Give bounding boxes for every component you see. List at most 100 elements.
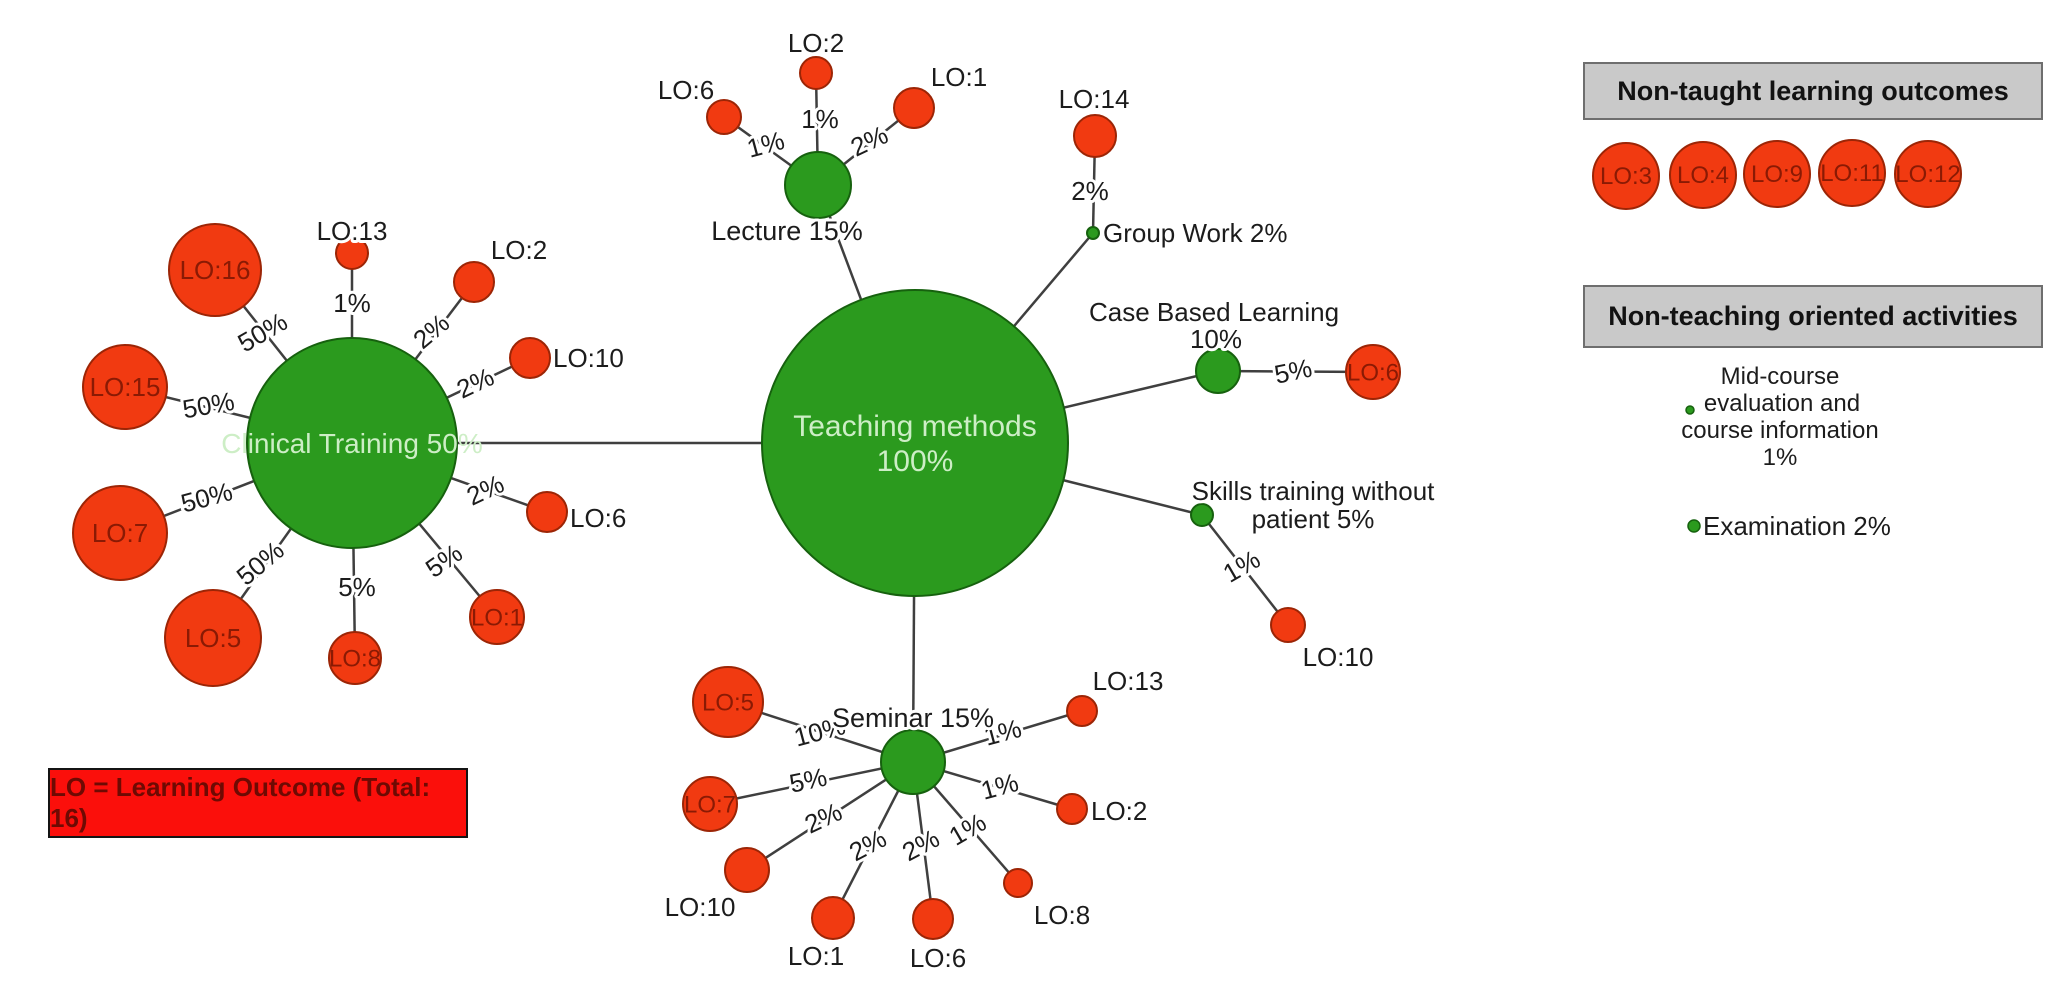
node-l1-circle bbox=[893, 87, 935, 129]
node-skills-circle bbox=[1190, 503, 1214, 527]
edge-label-clinical-c16: 50% bbox=[232, 306, 292, 358]
node-clinical-circle bbox=[246, 337, 458, 549]
edge-label-groupwork-g14: 2% bbox=[1071, 176, 1109, 206]
node-m10-circle bbox=[724, 847, 770, 893]
examination-text-0: Examination 2% bbox=[1703, 511, 1891, 541]
node-m5-circle bbox=[692, 666, 764, 738]
floating-label-3-case-based-learning: Case Based Learning bbox=[1089, 297, 1339, 327]
edge-label-seminar-m2: 1% bbox=[978, 767, 1022, 806]
node-b6-circle bbox=[1345, 344, 1401, 400]
mid-course-evaluation-dot bbox=[1685, 405, 1695, 415]
legend-node-label-lo-3: LO:3 bbox=[1600, 163, 1652, 190]
node-m7-circle bbox=[682, 776, 738, 832]
node-cbl-circle bbox=[1195, 348, 1241, 394]
node-name-labels: Lecture 15% Seminar 15% Group Work 2% Case … bbox=[314, 25, 1439, 976]
node-lecture-circle bbox=[784, 151, 852, 219]
node-m7-label: LO:7 bbox=[684, 791, 736, 818]
node-s10-circle bbox=[1270, 607, 1306, 643]
mid-course-evaluation-text-3: 1% bbox=[1763, 444, 1798, 471]
floating-label-13-lo-1: LO:1 bbox=[931, 62, 987, 92]
edge-seminar-m10 bbox=[746, 760, 914, 872]
edge-label-clinical-c15: 50% bbox=[180, 386, 236, 425]
legend-node-lo-3 bbox=[1592, 142, 1660, 210]
non-teaching-header-label: Non-teaching oriented activities bbox=[1608, 301, 2018, 331]
legend-node-label-lo-9: LO:9 bbox=[1751, 161, 1803, 188]
non-teaching-activities-header: Non-teaching oriented activities bbox=[1583, 285, 2043, 348]
node-m2-circle bbox=[1056, 793, 1088, 825]
legend-node-label-lo-4: LO:4 bbox=[1677, 162, 1729, 189]
legend-node-label-lo-11: LO:11 bbox=[1820, 160, 1884, 187]
node-seminar-circle bbox=[880, 729, 946, 795]
node-c5-label: LO:5 bbox=[185, 623, 241, 653]
floating-label-18-lo-6: LO:6 bbox=[910, 943, 966, 973]
floating-label-11-lo-6: LO:6 bbox=[658, 75, 714, 105]
node-teaching-label: 100% bbox=[877, 445, 954, 478]
node-m1-circle bbox=[811, 896, 855, 940]
floating-label-21-lo-13: LO:13 bbox=[1093, 666, 1164, 696]
node-c16-circle bbox=[168, 223, 262, 317]
node-c8-label: LO:8 bbox=[329, 645, 381, 672]
learning-outcome-note: LO = Learning Outcome (Total: 16) bbox=[48, 768, 468, 838]
node-g14-circle bbox=[1073, 114, 1117, 158]
floating-label-4-10-: 10% bbox=[1190, 324, 1242, 354]
node-m8-circle bbox=[1003, 868, 1033, 898]
mid-course-evaluation-text-1: evaluation and bbox=[1704, 390, 1860, 417]
node-c2-circle bbox=[453, 261, 495, 303]
node-m13-circle bbox=[1066, 695, 1098, 727]
node-c5-circle bbox=[164, 589, 262, 687]
node-c8-circle bbox=[328, 631, 382, 685]
edge-label-clinical-c6: 2% bbox=[462, 468, 509, 511]
floating-label-1-seminar-15-: Seminar 15% bbox=[832, 703, 994, 733]
floating-label-16-lo-10: LO:10 bbox=[665, 892, 736, 922]
legend-node-label-lo-12: LO:12 bbox=[1895, 161, 1960, 188]
non-taught-learning-outcomes-header: Non-taught learning outcomes bbox=[1583, 62, 2043, 120]
floating-label-15-lo-10: LO:10 bbox=[1303, 642, 1374, 672]
edge-label-clinical-c10: 2% bbox=[452, 361, 499, 404]
edge-skills-s10 bbox=[1201, 514, 1289, 626]
node-l2-circle bbox=[799, 56, 833, 90]
legend-node-lo-4 bbox=[1669, 141, 1737, 209]
node-m5-label: LO:5 bbox=[702, 689, 754, 716]
node-c1-circle bbox=[469, 589, 525, 645]
edge-label-cbl-b6: 5% bbox=[1272, 353, 1315, 390]
floating-label-9-lo-10: LO:10 bbox=[553, 343, 624, 373]
node-groupwork-circle bbox=[1086, 226, 1100, 240]
node-c7-label: LO:7 bbox=[92, 518, 148, 548]
edge-label-skills-s10: 1% bbox=[1218, 544, 1266, 589]
learning-outcome-note-label: LO = Learning Outcome (Total: 16) bbox=[50, 772, 431, 833]
legend-node-lo-11 bbox=[1818, 139, 1886, 207]
floating-label-7-lo-13: LO:13 bbox=[317, 216, 388, 246]
node-c16-label: LO:16 bbox=[180, 255, 251, 285]
edge-label-clinical-c13: 1% bbox=[333, 288, 371, 318]
floating-label-2-group-work-2-: Group Work 2% bbox=[1103, 218, 1287, 248]
edge-seminar-m7 bbox=[709, 760, 914, 806]
node-l6-circle bbox=[706, 99, 742, 135]
mid-course-evaluation-text-2: course information bbox=[1681, 417, 1878, 444]
legend-node-lo-9 bbox=[1743, 140, 1811, 208]
edge-label-clinical-c8: 5% bbox=[338, 572, 376, 602]
edge-label-seminar-m6: 2% bbox=[897, 823, 944, 867]
legend-node-lo-12 bbox=[1894, 140, 1962, 208]
non-taught-header-label: Non-taught learning outcomes bbox=[1617, 75, 2009, 106]
node-b6-label: LO:6 bbox=[1347, 359, 1399, 386]
floating-label-17-lo-1: LO:1 bbox=[788, 941, 844, 971]
node-teaching-label: Teaching methods bbox=[793, 410, 1037, 443]
node-c6-circle bbox=[526, 491, 568, 533]
node-c15-circle bbox=[82, 344, 168, 430]
floating-label-6-patient-5-: patient 5% bbox=[1252, 504, 1375, 534]
node-c10-circle bbox=[509, 337, 551, 379]
node-m6-circle bbox=[912, 898, 954, 940]
edge-label-seminar-m10: 2% bbox=[800, 796, 847, 839]
floating-label-14-lo-14: LO:14 bbox=[1059, 84, 1130, 114]
floating-label-19-lo-8: LO:8 bbox=[1034, 900, 1090, 930]
floating-label-8-lo-2: LO:2 bbox=[491, 235, 547, 265]
edge-label-seminar-m7: 5% bbox=[787, 762, 830, 799]
node-c15-label: LO:15 bbox=[90, 372, 161, 402]
node-c13-circle bbox=[335, 236, 369, 270]
floating-label-10-lo-6: LO:6 bbox=[570, 503, 626, 533]
edge-label-lecture-l2: 1% bbox=[801, 104, 839, 134]
